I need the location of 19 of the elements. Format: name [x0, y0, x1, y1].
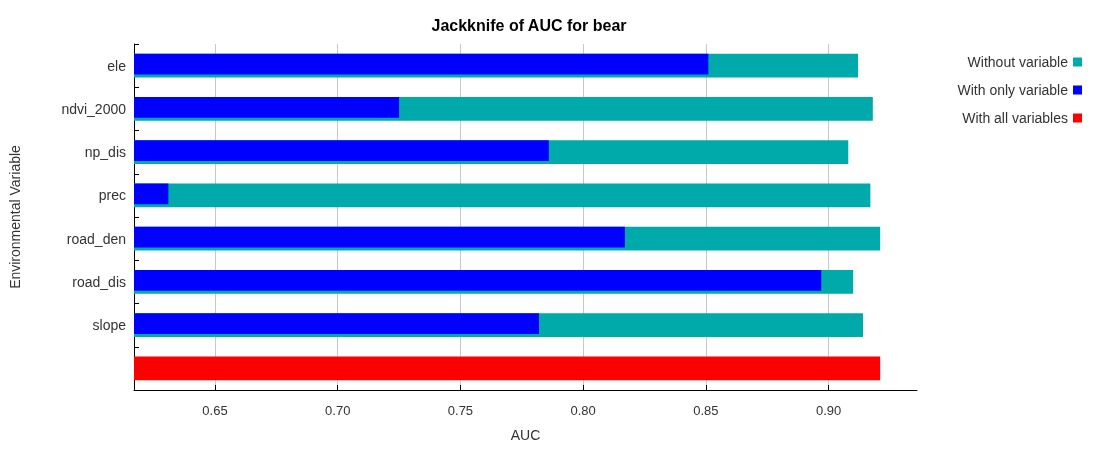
y-tick-label: road_den [66, 230, 126, 247]
x-tick-label: 0.65 [202, 403, 228, 418]
x-axis-title: AUC [510, 427, 541, 443]
legend-label: With only variable [957, 82, 1069, 98]
y-tick-label: ele [107, 57, 127, 74]
y-tick-label: ndvi_2000 [61, 100, 127, 117]
legend-label: With all variables [962, 110, 1068, 126]
x-tick-label: 0.75 [447, 403, 474, 418]
x-tick-label: 0.80 [570, 403, 596, 418]
y-tick-label: road_dis [72, 273, 126, 290]
x-tick-label: 0.90 [815, 403, 842, 418]
y-tick-label: np_dis [84, 144, 126, 161]
y-tick-label: prec [98, 187, 126, 204]
y-tick-label: slope [92, 317, 127, 334]
x-tick-label: 0.70 [325, 403, 351, 418]
chart-title: Jackknife of AUC for bear [431, 16, 627, 34]
legend-label: Without variable [967, 54, 1069, 70]
x-tick-label: 0.85 [693, 403, 719, 418]
y-axis-title: Environmental Variable [7, 144, 23, 289]
